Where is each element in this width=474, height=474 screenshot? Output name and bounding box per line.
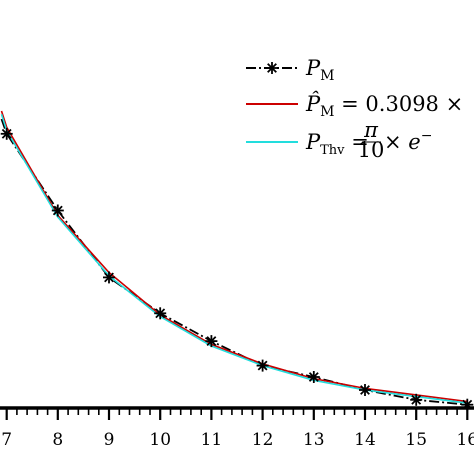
legend-pthv-e: e — [408, 130, 420, 154]
pm-marker — [205, 335, 218, 348]
pm-marker — [256, 359, 269, 372]
pm-marker — [51, 204, 64, 217]
legend-pthv-sym: P — [305, 130, 321, 154]
series-layer — [0, 110, 474, 411]
x-tick-label: 16 — [456, 430, 474, 450]
legend-label-pthv-tail: × e− — [384, 128, 432, 154]
x-tick-label: 12 — [252, 430, 274, 450]
series-line-1 — [0, 118, 468, 406]
pm-marker — [103, 271, 115, 284]
pm-marker — [359, 384, 371, 396]
x-tick-label: 15 — [405, 430, 427, 450]
x-axis: 7 8 9 10 11 12 13 14 15 16 — [0, 406, 474, 450]
legend-pthv-times: × — [384, 130, 408, 154]
x-tick-label: 8 — [52, 430, 63, 450]
legend-phat-sym: P̂ — [305, 92, 321, 116]
legend-pm-sub: M — [320, 68, 334, 84]
legend-pthv-frac-den: 10 — [358, 138, 385, 162]
x-tick-label: 10 — [149, 430, 171, 450]
legend-pm-sym: P — [305, 56, 321, 80]
legend-phat-sub: M — [320, 104, 334, 120]
legend-pthv-sub: Thv — [320, 143, 345, 158]
legend-marker-pm — [266, 62, 278, 74]
pm-marker — [154, 307, 167, 320]
series-line-2 — [0, 110, 468, 403]
legend-phat-rest: = 0.3098 × — [334, 92, 463, 116]
legend-pthv-frac-num: π — [363, 118, 379, 142]
x-tick-label: 11 — [201, 430, 223, 450]
legend: PM P̂M = 0.3098 × PThv = π 10 × e− — [246, 56, 463, 162]
x-tick-label: 14 — [354, 430, 376, 450]
legend-label-pthv: PThv = — [305, 130, 369, 158]
series-line-3 — [0, 113, 468, 404]
x-tick-label: 7 — [1, 430, 12, 450]
pm-marker — [307, 371, 320, 383]
pm-marker — [410, 393, 423, 406]
legend-label-pm: PM — [305, 56, 334, 84]
legend-pthv-sup: − — [421, 128, 433, 144]
x-tick-label: 9 — [104, 430, 115, 450]
x-tick-label: 13 — [303, 430, 325, 450]
legend-label-phat: P̂M = 0.3098 × — [305, 92, 463, 120]
pm-marker — [0, 127, 13, 140]
